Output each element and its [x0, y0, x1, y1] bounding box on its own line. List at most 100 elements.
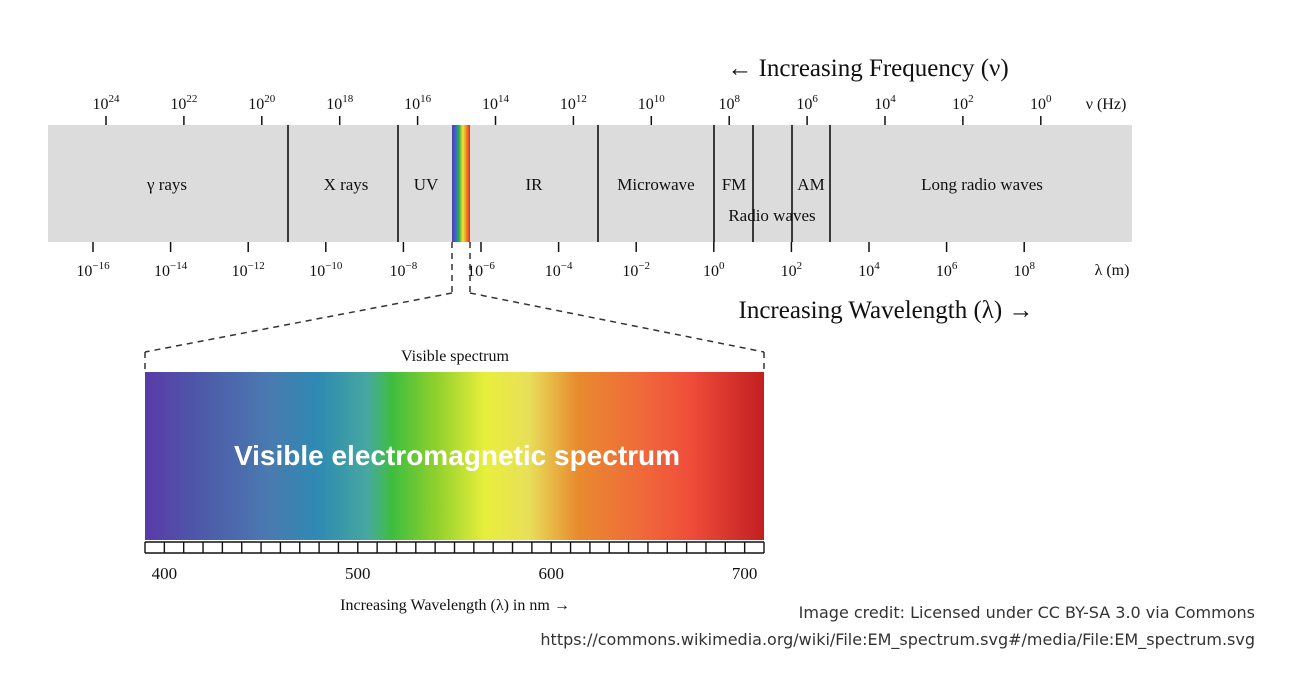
frequency-unit-label: ν (Hz)	[1086, 96, 1127, 113]
frequency-tick-label-9: 106	[796, 93, 818, 113]
frequency-tick-label-7: 1010	[638, 93, 666, 113]
frequency-tick-label-10-base: 10	[874, 96, 890, 113]
frequency-tick-label-7-exponent: 10	[654, 93, 666, 105]
frequency-tick-label-4: 1016	[404, 93, 432, 113]
image-credit-url[interactable]: https://commons.wikimedia.org/wiki/File:…	[540, 630, 1255, 649]
spectrum-band	[48, 125, 1132, 242]
wavelength-axis: 10−16 10−14 10−12 10−10 10−8 10−6 10−4 10−2 100 1…	[76, 260, 1035, 280]
wavelength-tick-label-6-exponent: −4	[561, 260, 573, 272]
wavelength-tick-label-9-exponent: 2	[797, 260, 803, 272]
wavelength-tick-label-2: 10−12	[232, 260, 265, 280]
visible-tick-label-600: 600	[538, 564, 564, 583]
wavelength-tick-label-4-exponent: −8	[406, 260, 418, 272]
frequency-header: ← Increasing Frequency (ν)	[727, 55, 1008, 82]
wavelength-tick-label-12-base: 10	[1013, 263, 1029, 280]
frequency-tick-label-8: 108	[718, 93, 740, 113]
region-radio-waves: Radio waves	[728, 206, 815, 225]
visible-tick-label-700: 700	[732, 564, 758, 583]
wavelength-tick-label-12-exponent: 8	[1029, 260, 1035, 272]
frequency-tick-label-12-base: 10	[1030, 96, 1046, 113]
region-dividers	[287, 125, 831, 242]
wavelength-tick-label-3: 10−10	[309, 260, 343, 280]
region-fm: FM	[722, 175, 747, 194]
wavelength-tick-label-8: 100	[703, 260, 725, 280]
frequency-tick-label-8-base: 10	[718, 96, 734, 113]
frequency-tick-label-11-exponent: 2	[968, 93, 974, 105]
frequency-tick-label-5: 1014	[482, 93, 510, 113]
wavelength-tick-label-5-base: 10	[467, 263, 483, 280]
wavelength-tick-label-7-base: 10	[622, 263, 638, 280]
region-uv: UV	[414, 175, 439, 194]
frequency-tick-label-0-exponent: 24	[109, 93, 121, 105]
frequency-tick-label-11-base: 10	[952, 96, 968, 113]
frequency-tick-label-5-exponent: 14	[498, 93, 510, 105]
wavelength-tick-label-8-base: 10	[703, 263, 719, 280]
wavelength-tick-label-11: 106	[936, 260, 958, 280]
wavelength-tick-label-0-base: 10	[76, 263, 92, 280]
wavelength-tick-label-5-exponent: −6	[483, 260, 495, 272]
wavelength-tick-label-4: 10−8	[390, 260, 418, 280]
frequency-tick-label-6: 1012	[560, 93, 587, 113]
frequency-axis: 1024 1022 1020 1018 1016 1014 1012 1010 108 106 10…	[93, 93, 1053, 113]
wavelength-tick-label-6: 10−4	[545, 260, 573, 280]
region-am: AM	[797, 175, 824, 194]
region-gamma-rays: γ rays	[146, 175, 187, 194]
wavelength-tick-label-12: 108	[1013, 260, 1035, 280]
wavelength-tick-label-5: 10−6	[467, 260, 495, 280]
frequency-tick-label-2: 1020	[248, 93, 276, 113]
frequency-tick-label-12: 100	[1030, 93, 1052, 113]
frequency-tick-label-1-exponent: 22	[186, 93, 197, 105]
frequency-tick-label-3: 1018	[326, 93, 354, 113]
frequency-tick-label-11: 102	[952, 93, 974, 113]
frequency-tick-label-6-base: 10	[560, 96, 576, 113]
wavelength-tick-label-11-exponent: 6	[952, 260, 958, 272]
frequency-tick-label-2-base: 10	[248, 96, 264, 113]
wavelength-footer: Increasing Wavelength (λ) →	[739, 297, 1034, 324]
wavelength-tick-label-10: 104	[858, 260, 880, 280]
visible-ruler	[144, 541, 765, 554]
region-x-rays: X rays	[324, 175, 369, 194]
frequency-tick-label-1: 1022	[170, 93, 197, 113]
frequency-tick-label-4-exponent: 16	[420, 93, 432, 105]
frequency-tick-label-9-exponent: 6	[812, 93, 818, 105]
frequency-tick-label-9-base: 10	[796, 96, 812, 113]
frequency-tick-label-5-base: 10	[482, 96, 498, 113]
frequency-tick-label-10-exponent: 4	[890, 93, 896, 105]
frequency-tick-label-3-exponent: 18	[342, 93, 354, 105]
frequency-tick-label-1-base: 10	[170, 96, 186, 113]
frequency-tick-label-2-exponent: 20	[264, 93, 276, 105]
frequency-tick-label-7-base: 10	[638, 96, 654, 113]
wavelength-tick-label-1: 10−14	[154, 260, 188, 280]
frequency-tick-label-0: 1024	[93, 93, 121, 113]
wavelength-unit-label: λ (m)	[1095, 262, 1130, 279]
wavelength-tick-label-3-exponent: −10	[325, 260, 343, 272]
wavelength-tick-label-11-base: 10	[936, 263, 952, 280]
wavelength-tick-label-0: 10−16	[76, 260, 110, 280]
image-credit-license: Image credit: Licensed under CC BY-SA 3.…	[798, 603, 1255, 622]
wavelength-tick-label-2-base: 10	[232, 263, 248, 280]
zoom-connector-lines	[144, 242, 765, 372]
frequency-tick-label-10: 104	[874, 93, 896, 113]
visible-band-mini	[452, 125, 470, 242]
wavelength-tick-label-3-base: 10	[309, 263, 325, 280]
wavelength-tick-label-10-base: 10	[858, 263, 874, 280]
frequency-tick-label-6-exponent: 12	[576, 93, 587, 105]
visible-spectrum-title: Visible spectrum	[401, 348, 509, 365]
region-long-radio-waves: Long radio waves	[921, 175, 1043, 194]
frequency-tick-marks	[105, 116, 1042, 125]
visible-tick-label-500: 500	[345, 564, 371, 583]
wavelength-tick-label-4-base: 10	[390, 263, 406, 280]
wavelength-tick-label-7-exponent: −2	[638, 260, 650, 272]
region-ir: IR	[526, 175, 544, 194]
wavelength-tick-marks	[92, 242, 1025, 252]
wavelength-tick-label-1-exponent: −14	[170, 260, 188, 272]
frequency-tick-label-0-base: 10	[93, 96, 109, 113]
visible-spectrum-band	[145, 372, 764, 540]
frequency-tick-label-12-exponent: 0	[1046, 93, 1052, 105]
wavelength-tick-label-7: 10−2	[622, 260, 650, 280]
frequency-tick-label-3-base: 10	[326, 96, 342, 113]
wavelength-tick-label-9-base: 10	[781, 263, 797, 280]
wavelength-tick-label-2-exponent: −12	[248, 260, 265, 272]
visible-tick-label-400: 400	[152, 564, 178, 583]
